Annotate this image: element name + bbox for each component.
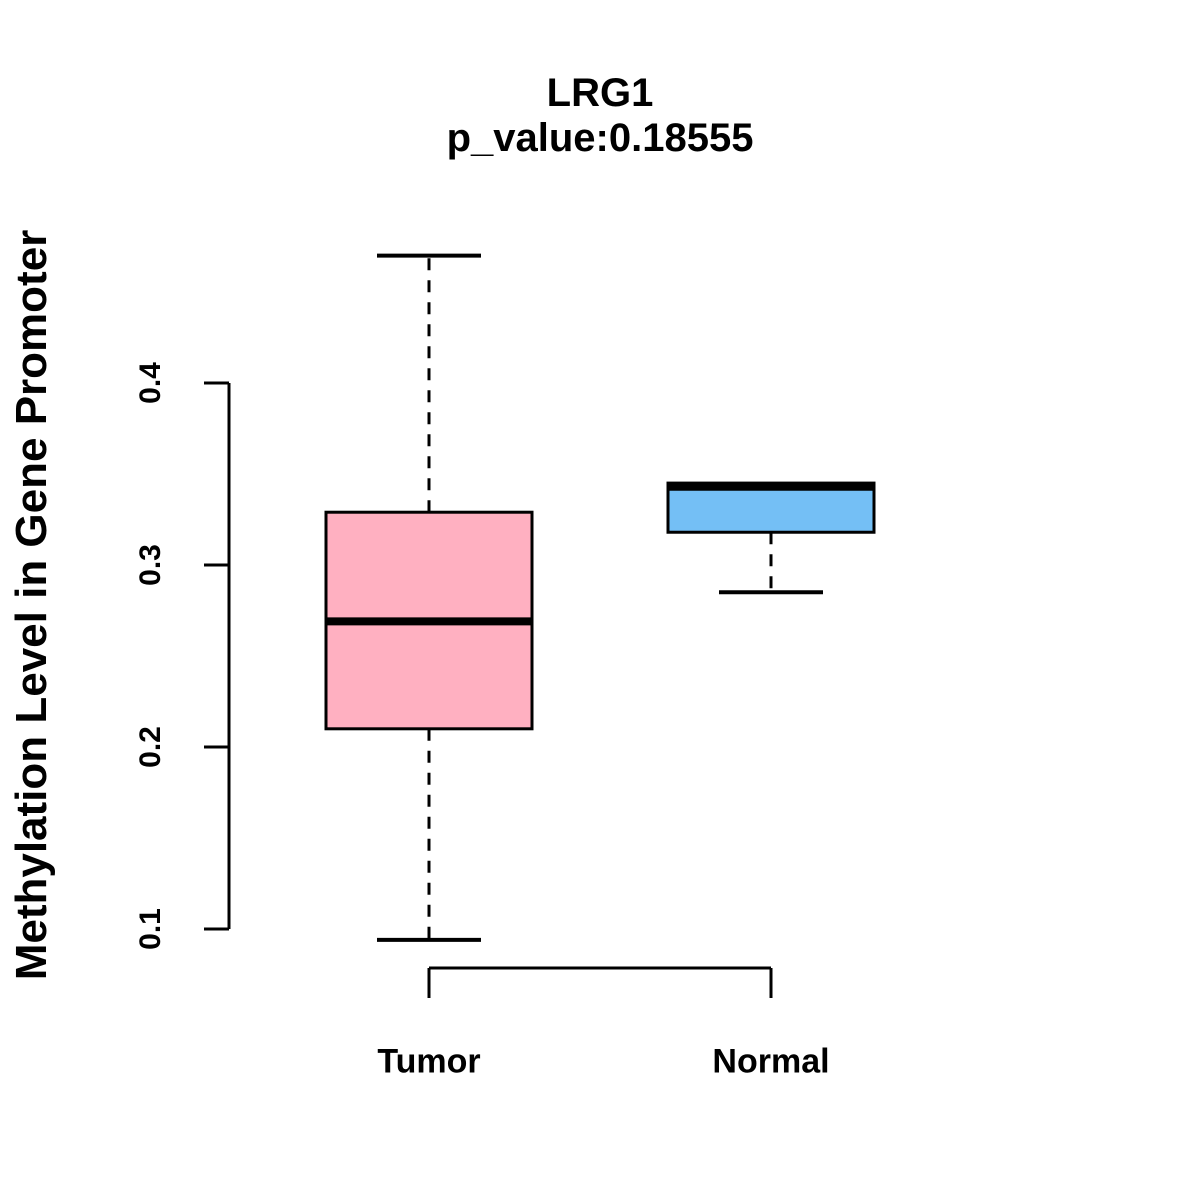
x-category-label-tumor: Tumor xyxy=(377,1042,481,1081)
y-tick-label: 0.1 xyxy=(134,908,167,950)
normal-box xyxy=(666,481,876,534)
chart-subtitle-pvalue: p_value:0.18555 xyxy=(446,116,754,160)
y-tick-label: 0.2 xyxy=(134,726,167,768)
y-tick-label: 0.4 xyxy=(134,362,167,404)
y-tick-label: 0.3 xyxy=(134,544,167,586)
chart-title: LRG1 xyxy=(546,71,654,115)
x-category-label-normal: Normal xyxy=(712,1042,830,1081)
